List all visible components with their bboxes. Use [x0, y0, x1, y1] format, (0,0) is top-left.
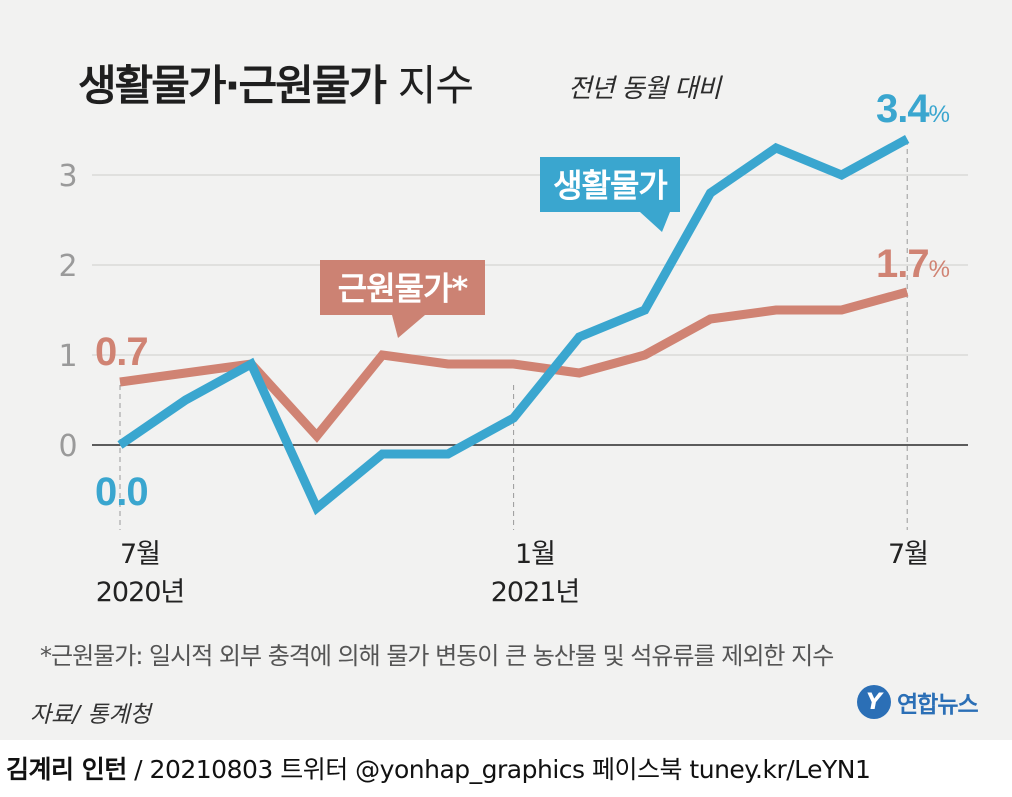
- value-text: 0.0: [95, 470, 148, 514]
- yonhap-logo: Y 연합뉴스: [857, 682, 979, 722]
- footnote: *근원물가: 일시적 외부 충격에 의해 물가 변동이 큰 농산물 및 석유류를…: [40, 642, 834, 670]
- callout-생활물가: 생활물가: [540, 157, 680, 232]
- y-tick-label: 1: [58, 339, 77, 374]
- value-text: 0.7: [95, 330, 148, 374]
- yonhap-logo-icon: Y: [857, 685, 891, 719]
- x-tick-label-2020-07: 7월 2020년: [80, 536, 200, 612]
- y-tick-label: 2: [58, 249, 77, 284]
- x-tick-month: 1월: [514, 539, 556, 570]
- label-orange-end: 1.7%: [876, 242, 950, 286]
- chart-panel: [0, 0, 1012, 740]
- label-orange-start: 0.7: [95, 330, 148, 374]
- x-tick-year: 2021년: [490, 577, 581, 608]
- callout-text: 근원물가*: [338, 270, 469, 308]
- source-note: 자료/ 통계청: [30, 702, 151, 728]
- x-tick-label-2021-07: 7월: [848, 536, 968, 574]
- callout-근원물가: 근원물가*: [320, 260, 485, 338]
- label-blue-start: 0.0: [95, 470, 148, 514]
- callout-pointer: [640, 212, 670, 232]
- callout-box: [320, 260, 485, 315]
- value-text: 1.7: [876, 242, 929, 286]
- callout-text: 생활물가: [553, 167, 667, 205]
- x-tick-year: 2020년: [95, 577, 186, 608]
- x-tick-month: 7월: [887, 539, 929, 570]
- callout-pointer: [392, 315, 425, 338]
- value-text: 3.4: [876, 87, 930, 131]
- y-tick-label: 3: [58, 159, 77, 194]
- label-blue-end: 3.4%: [876, 87, 950, 131]
- credit-details: / 20210803 트위터 @yonhap_graphics 페이스북 tun…: [126, 755, 871, 784]
- y-tick-label: 0: [58, 429, 77, 464]
- unit-text: %: [929, 256, 950, 283]
- chart-title: 생활물가·근원물가 지수: [78, 52, 474, 113]
- x-tick-label-2021-01: 1월 2021년: [475, 536, 595, 612]
- credit-line: 김계리 인턴 / 20210803 트위터 @yonhap_graphics 페…: [6, 750, 871, 786]
- x-tick-month: 7월: [119, 539, 161, 570]
- credit-author: 김계리 인턴: [6, 755, 127, 784]
- yonhap-logo-text: 연합뉴스: [897, 692, 979, 718]
- title-main: 생활물가·근원물가: [78, 61, 387, 110]
- chart-subtitle: 전년 동월 대비: [568, 74, 721, 104]
- title-suffix: 지수: [397, 61, 474, 110]
- unit-text: %: [929, 101, 950, 128]
- callout-box: [540, 157, 680, 212]
